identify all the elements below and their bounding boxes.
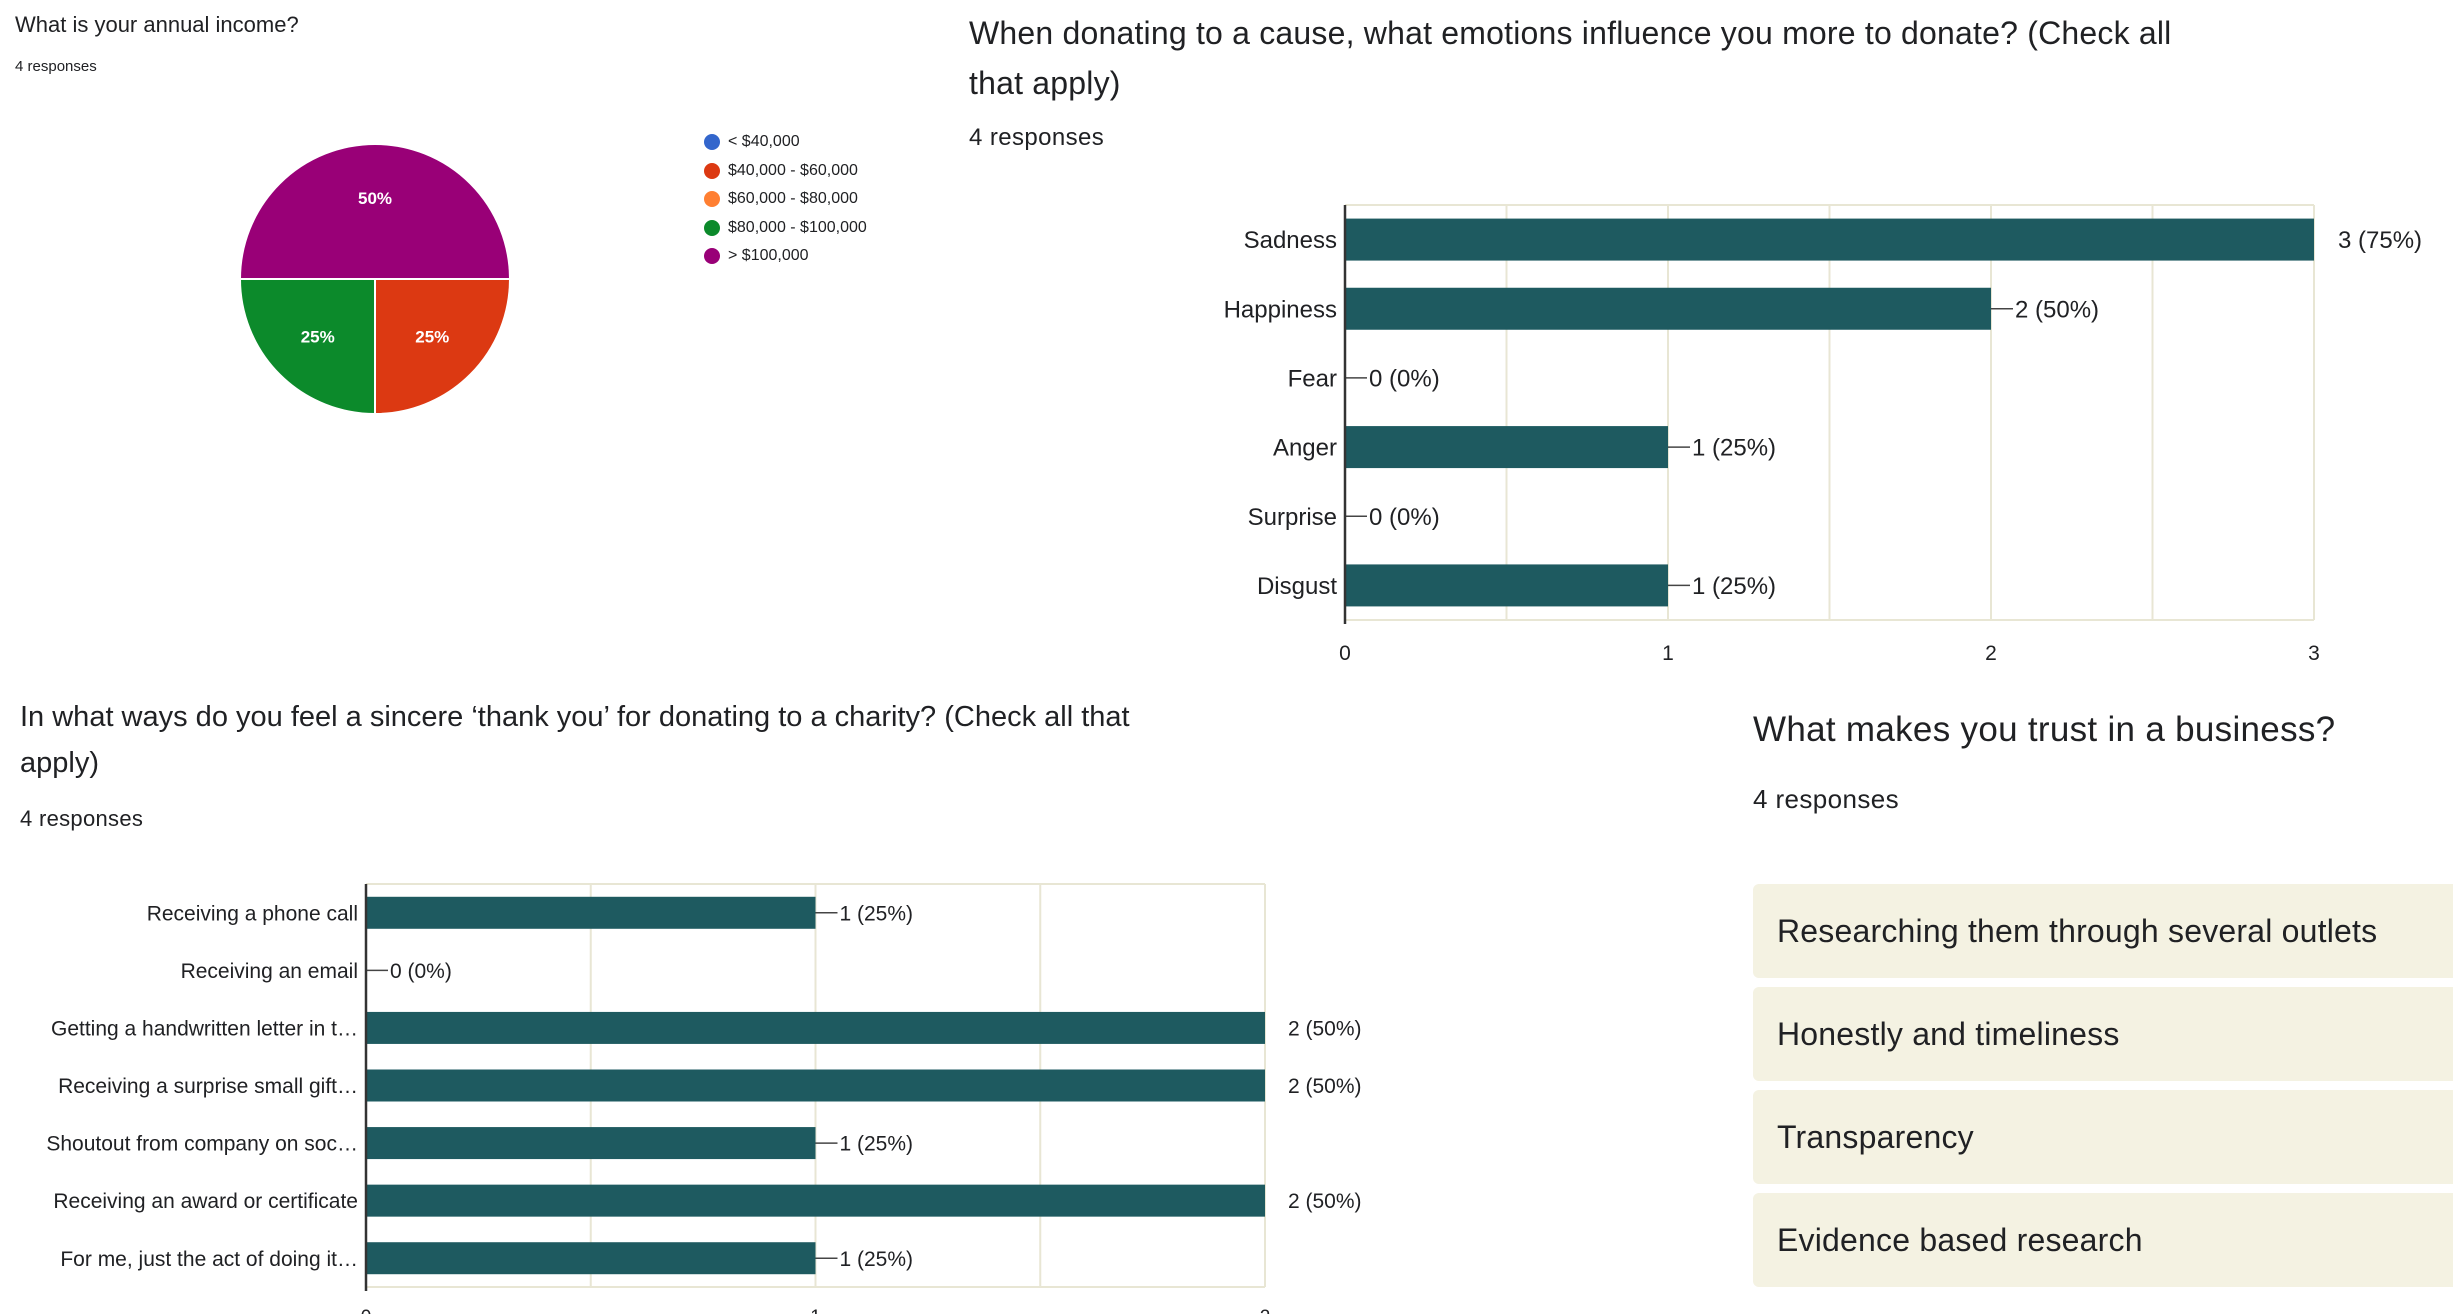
category-label-receiving-a-phone-call: Receiving a phone call: [147, 902, 358, 925]
pie-slice-label: 25%: [415, 327, 449, 346]
x-tick-label: 1: [1662, 642, 1674, 665]
category-label-receiving-an-award-or-certificate: Receiving an award or certificate: [53, 1190, 358, 1213]
legend-label: $60,000 - $80,000: [728, 190, 858, 208]
bar-shoutout-from-company-on-soc: [366, 1127, 816, 1160]
legend-swatch: [704, 219, 720, 236]
category-label-happiness: Happiness: [1224, 296, 1337, 323]
category-label-surprise: Surprise: [1248, 504, 1337, 531]
trust-question-title: What makes you trust in a business?: [1753, 710, 2336, 749]
category-label-getting-a-handwritten-letter-in-t: Getting a handwritten letter in t…: [51, 1017, 358, 1040]
trust-response-item: Evidence based research: [1753, 1193, 2453, 1287]
value-label-disgust: 1 (25%): [1692, 573, 1776, 600]
value-label-anger: 1 (25%): [1692, 435, 1776, 462]
trust-response-item: Honestly and timeliness: [1753, 987, 2453, 1081]
legend-label: $40,000 - $60,000: [728, 161, 858, 179]
bar-anger: [1345, 426, 1668, 469]
value-label-fear: 0 (0%): [1369, 366, 1440, 393]
x-tick-label: 0: [361, 1307, 372, 1314]
category-label-anger: Anger: [1273, 435, 1337, 462]
legend-swatch: [704, 248, 720, 265]
x-tick-label: 2: [1985, 642, 1997, 665]
category-label-receiving-a-surprise-small-gift: Receiving a surprise small gift…: [58, 1075, 358, 1098]
legend-item-60-000-80-000: $60,000 - $80,000: [704, 185, 867, 214]
category-label-receiving-an-email: Receiving an email: [181, 960, 358, 983]
legend-item-40-000-60-000: $40,000 - $60,000: [704, 157, 867, 186]
legend-label: $80,000 - $100,000: [728, 218, 867, 236]
value-label-receiving-a-surprise-small-gift: 2 (50%): [1288, 1075, 1362, 1098]
x-tick-label: 0: [1339, 642, 1351, 665]
category-label-disgust: Disgust: [1257, 573, 1337, 600]
bar-receiving-a-surprise-small-gift: [366, 1069, 1265, 1102]
income-panel: What is your annual income? 4 responses …: [0, 0, 960, 420]
value-label-surprise: 0 (0%): [1369, 504, 1440, 531]
emotions-bar-chart: 0 1 2 3 Sadness 3 (75%) Happiness 2 (50%) Fear 0 …: [1224, 204, 2422, 665]
category-label-for-me-just-the-act-of-doing-it: For me, just the act of doing it…: [60, 1248, 358, 1271]
legend-label: < $40,000: [728, 133, 800, 151]
legend-label: > $100,000: [728, 247, 809, 265]
thanks-panel: In what ways do you feel a sincere ‘than…: [0, 680, 1700, 1314]
trust-response-item: Transparency: [1753, 1090, 2453, 1184]
pie-slice-label: 25%: [301, 327, 335, 346]
legend-swatch: [704, 162, 720, 179]
trust-response-item: Researching them through several outlets: [1753, 884, 2453, 978]
bar-happiness: [1345, 287, 1991, 330]
category-label-shoutout-from-company-on-soc: Shoutout from company on soc…: [46, 1133, 358, 1156]
thanks-question-title: In what ways do you feel a sincere ‘than…: [20, 701, 1130, 779]
trust-response-list: Researching them through several outlets…: [1753, 884, 2453, 1296]
thanks-response-count: 4 responses: [20, 806, 144, 831]
x-tick-label: 3: [2308, 642, 2320, 665]
income-legend: < $40,000 $40,000 - $60,000 $60,000 - $80,…: [704, 128, 867, 271]
value-label-for-me-just-the-act-of-doing-it: 1 (25%): [840, 1248, 914, 1271]
emotions-panel: When donating to a cause, what emotions …: [960, 0, 2453, 680]
income-response-count: 4 responses: [15, 58, 97, 75]
bar-receiving-an-award-or-certificate: [366, 1184, 1265, 1217]
emotions-question-title: When donating to a cause, what emotions …: [969, 15, 2172, 101]
thanks-bar-chart: 0 1 2 Receiving a phone call 1 (25%) Receivin…: [46, 883, 1362, 1314]
income-pie-chart: 50% 25% 25%: [238, 143, 512, 416]
legend-swatch: [704, 134, 720, 151]
category-label-fear: Fear: [1288, 366, 1337, 393]
category-label-sadness: Sadness: [1244, 227, 1337, 254]
legend-item-80-000-100-000: $80,000 - $100,000: [704, 214, 867, 243]
value-label-receiving-an-award-or-certificate: 2 (50%): [1288, 1190, 1362, 1213]
x-tick-label: 2: [1260, 1307, 1271, 1314]
legend-item-100-000: > $100,000: [704, 242, 867, 271]
value-label-getting-a-handwritten-letter-in-t: 2 (50%): [1288, 1017, 1362, 1040]
emotions-response-count: 4 responses: [969, 124, 1105, 151]
bar-receiving-a-phone-call: [366, 896, 816, 929]
trust-panel: What makes you trust in a business? 4 re…: [1740, 680, 2453, 1314]
legend-item-40-000: < $40,000: [704, 128, 867, 157]
income-question-title: What is your annual income?: [15, 12, 299, 37]
value-label-shoutout-from-company-on-soc: 1 (25%): [840, 1133, 914, 1156]
x-tick-label: 1: [810, 1307, 821, 1314]
bar-disgust: [1345, 564, 1668, 607]
bar-getting-a-handwritten-letter-in-t: [366, 1011, 1265, 1044]
pie-slice-label: 50%: [358, 189, 392, 208]
bar-for-me-just-the-act-of-doing-it: [366, 1242, 816, 1275]
bar-sadness: [1345, 218, 2314, 261]
value-label-receiving-a-phone-call: 1 (25%): [840, 902, 914, 925]
value-label-sadness: 3 (75%): [2338, 227, 2422, 254]
pie-slice-80-000-100-000: [238, 278, 376, 416]
value-label-happiness: 2 (50%): [2015, 296, 2099, 323]
value-label-receiving-an-email: 0 (0%): [390, 960, 452, 983]
legend-swatch: [704, 191, 720, 208]
pie-slice-40-000-60-000: [374, 278, 512, 416]
pie-slice-100-000: [238, 143, 512, 280]
trust-response-count: 4 responses: [1753, 784, 1900, 814]
